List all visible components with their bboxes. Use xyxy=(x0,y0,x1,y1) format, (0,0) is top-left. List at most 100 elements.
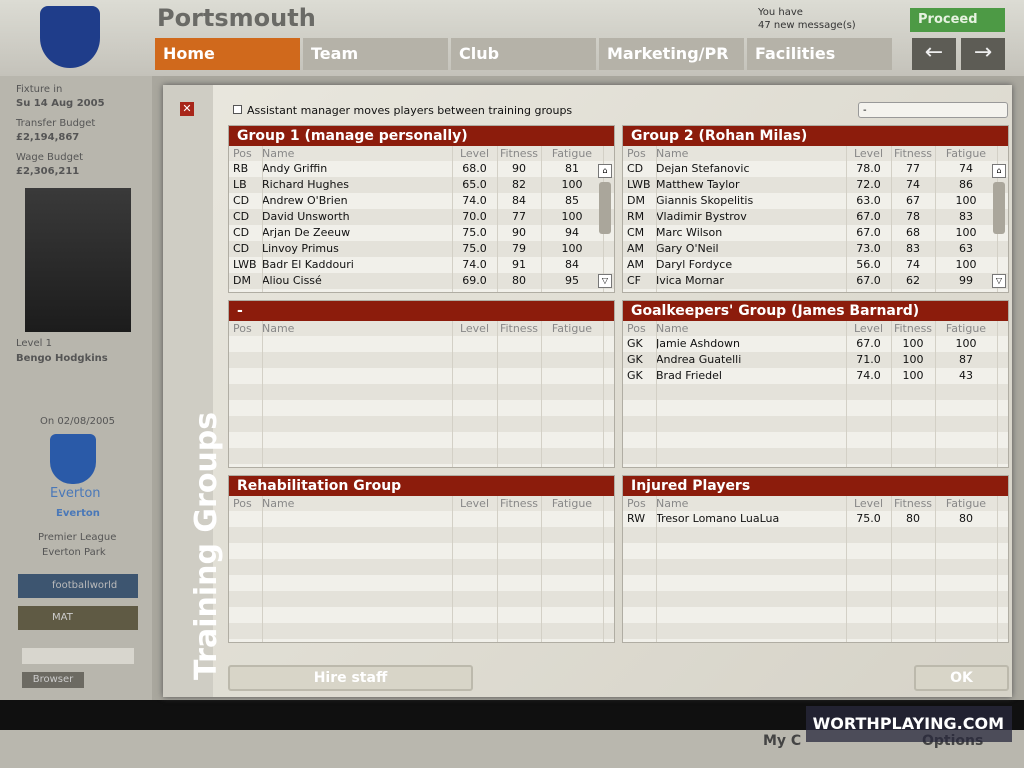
back-button[interactable]: ← xyxy=(912,38,956,70)
group-dropdown[interactable]: - xyxy=(858,102,1008,118)
cell: Vladimir Bystrov xyxy=(656,210,747,223)
player-row[interactable]: RW Tresor Lomano LuaLua 75.0 80 80 xyxy=(623,511,1008,527)
cell: 73.0 xyxy=(856,242,881,255)
column-label: Fitness xyxy=(893,322,933,335)
club-crest xyxy=(40,6,100,68)
cell: Arjan De Zeeuw xyxy=(262,226,351,239)
cell: GK xyxy=(627,353,643,366)
cell: RW xyxy=(627,512,646,525)
player-row[interactable]: GK Brad Friedel 74.0 100 43 xyxy=(623,368,1008,384)
fixture-label: Fixture in xyxy=(16,84,63,95)
cell: 77 xyxy=(512,210,526,223)
cell: 75.0 xyxy=(462,242,487,255)
column-divider xyxy=(541,321,542,467)
close-button[interactable]: ✕ xyxy=(180,102,194,116)
player-row[interactable]: CD Arjan De Zeeuw 75.0 90 94 xyxy=(229,225,614,241)
cell: Gary O'Neil xyxy=(656,242,719,255)
player-list xyxy=(229,511,614,642)
player-row[interactable]: RM Vladimir Bystrov 67.0 78 83 xyxy=(623,209,1008,225)
column-label: Fatigue xyxy=(945,497,987,510)
player-row[interactable]: AM Gary O'Neil 73.0 83 63 xyxy=(623,241,1008,257)
bottom-link[interactable]: My C xyxy=(763,733,802,749)
column-divider xyxy=(891,146,892,292)
side-button[interactable]: MAT xyxy=(18,606,138,630)
nav-tab[interactable]: Facilities xyxy=(747,38,892,70)
player-row[interactable]: LWB Matthew Taylor 72.0 74 86 xyxy=(623,177,1008,193)
option-label: Assistant manager moves players between … xyxy=(247,104,573,117)
bottom-bar: My C Options WORTHPLAYING.COM xyxy=(0,700,1024,768)
search-input[interactable] xyxy=(22,648,134,664)
cell: 78 xyxy=(906,210,920,223)
cell: 87 xyxy=(959,353,973,366)
checkbox[interactable] xyxy=(233,105,242,114)
scroll-up[interactable]: ⌂ xyxy=(598,164,612,178)
cell: 74 xyxy=(959,162,973,175)
cell: 75.0 xyxy=(856,512,881,525)
cell: 67.0 xyxy=(856,274,881,287)
scroll-down[interactable]: ▽ xyxy=(992,274,1006,288)
side-button[interactable]: footballworld xyxy=(18,574,138,598)
player-row[interactable]: CF Ivica Mornar 67.0 62 99 xyxy=(623,273,1008,289)
cell: GK xyxy=(627,337,643,350)
browser-button[interactable]: Browser xyxy=(22,672,84,688)
player-row[interactable]: DM Giannis Skopelitis 63.0 67 100 xyxy=(623,193,1008,209)
column-label: Pos xyxy=(233,147,252,160)
scroll-up[interactable]: ⌂ xyxy=(992,164,1006,178)
column-divider xyxy=(935,321,936,467)
group-title: Group 1 (manage personally) xyxy=(229,126,614,146)
player-row[interactable]: GK Jamie Ashdown 67.0 100 100 xyxy=(623,336,1008,352)
hire-staff-button[interactable]: Hire staff xyxy=(228,665,473,691)
player-row[interactable]: CD Linvoy Primus 75.0 79 100 xyxy=(229,241,614,257)
column-divider xyxy=(262,146,263,292)
player-row[interactable]: LWB Badr El Kaddouri 74.0 91 84 xyxy=(229,257,614,273)
player-list: GK Jamie Ashdown 67.0 100 100 GK Andrea Guatel… xyxy=(623,336,1008,467)
assistant-option[interactable]: Assistant manager moves players between … xyxy=(233,104,572,117)
player-row[interactable]: DM Aliou Cissé 69.0 80 95 xyxy=(229,273,614,289)
cell: 100 xyxy=(955,337,977,350)
column-label: Fatigue xyxy=(551,322,593,335)
wage-label: Wage Budget xyxy=(16,152,84,163)
cell: 80 xyxy=(959,512,973,525)
scroll-down[interactable]: ▽ xyxy=(598,274,612,288)
cell: DM xyxy=(627,194,645,207)
nav-tab[interactable]: Team xyxy=(303,38,448,70)
scroll-thumb[interactable] xyxy=(599,182,611,234)
cell: RM xyxy=(627,210,645,223)
scroll-thumb[interactable] xyxy=(993,182,1005,234)
nav-tab[interactable]: Home xyxy=(155,38,300,70)
cell: Matthew Taylor xyxy=(656,178,740,191)
player-row[interactable]: LB Richard Hughes 65.0 82 100 xyxy=(229,177,614,193)
nav-tab[interactable]: Club xyxy=(451,38,596,70)
column-divider xyxy=(497,146,498,292)
cell: 84 xyxy=(565,258,579,271)
player-row[interactable]: RB Andy Griffin 68.0 90 81 xyxy=(229,161,614,177)
player-row[interactable]: AM Daryl Fordyce 56.0 74 100 xyxy=(623,257,1008,273)
wage-budget: £2,306,211 xyxy=(16,166,80,177)
player-list: CD Dejan Stefanovic 78.0 77 74 LWB Matthew Tay… xyxy=(623,161,1008,292)
column-divider xyxy=(935,496,936,642)
player-row[interactable]: CD Andrew O'Brien 74.0 84 85 xyxy=(229,193,614,209)
transfer-label: Transfer Budget xyxy=(16,118,96,129)
cell: 79 xyxy=(512,242,526,255)
fixture-date: Su 14 Aug 2005 xyxy=(16,98,105,109)
scrollbar[interactable]: ⌂ ▽ xyxy=(598,164,612,288)
scrollbar[interactable]: ⌂ ▽ xyxy=(992,164,1006,288)
cell: 69.0 xyxy=(462,274,487,287)
column-divider xyxy=(935,146,936,292)
player-row[interactable]: CD David Unsworth 70.0 77 100 xyxy=(229,209,614,225)
player-row[interactable]: GK Andrea Guatelli 71.0 100 87 xyxy=(623,352,1008,368)
proceed-button[interactable]: Proceed xyxy=(910,8,1005,32)
cell: 68.0 xyxy=(462,162,487,175)
cell: AM xyxy=(627,242,645,255)
column-header: Pos Name Level Fitness Fatigue xyxy=(623,146,1008,161)
player-row[interactable]: CM Marc Wilson 67.0 68 100 xyxy=(623,225,1008,241)
forward-button[interactable]: → xyxy=(961,38,1005,70)
player-row[interactable]: CD Dejan Stefanovic 78.0 77 74 xyxy=(623,161,1008,177)
cell: 94 xyxy=(565,226,579,239)
column-divider xyxy=(891,321,892,467)
nav-tab[interactable]: Marketing/PR xyxy=(599,38,744,70)
ok-button[interactable]: OK xyxy=(914,665,1009,691)
cell: 77 xyxy=(906,162,920,175)
cell: 74.0 xyxy=(462,194,487,207)
messages[interactable]: You have 47 new message(s) xyxy=(758,6,856,32)
